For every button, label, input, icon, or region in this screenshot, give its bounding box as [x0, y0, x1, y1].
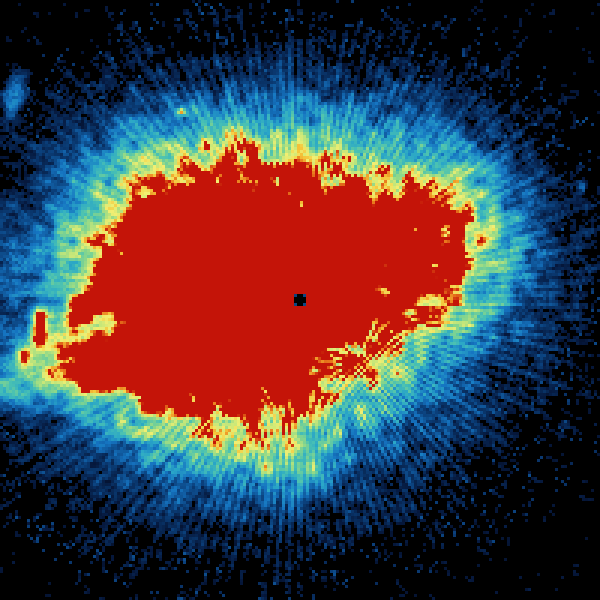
intensity-map-figure: Radio Interferometric Intensity Map viri… [0, 0, 600, 600]
heatmap-canvas [0, 0, 600, 600]
